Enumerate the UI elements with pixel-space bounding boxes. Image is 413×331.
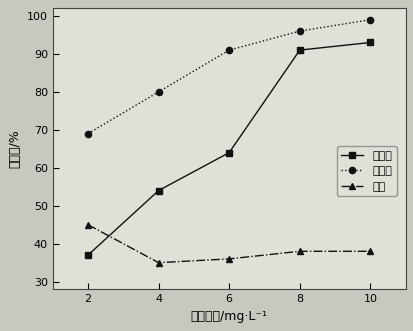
磁铁矿 — [297, 48, 301, 52]
Line: 石英: 石英 — [85, 221, 373, 266]
石英 — [156, 261, 161, 265]
磁铁矿 — [226, 151, 231, 155]
赤铁矿 — [226, 48, 231, 52]
石英 — [226, 257, 231, 261]
Y-axis label: 回收率/%: 回收率/% — [8, 129, 21, 168]
赤铁矿 — [156, 90, 161, 94]
石英 — [297, 249, 301, 253]
石英 — [85, 223, 90, 227]
Line: 赤铁矿: 赤铁矿 — [85, 17, 373, 137]
赤铁矿 — [297, 29, 301, 33]
Line: 磁铁矿: 磁铁矿 — [85, 39, 373, 258]
赤铁矿 — [85, 132, 90, 136]
赤铁矿 — [367, 18, 372, 22]
磁铁矿 — [156, 189, 161, 193]
磁铁矿 — [367, 40, 372, 44]
石英 — [367, 249, 372, 253]
Legend: 磁铁矿, 赤铁矿, 石英: 磁铁矿, 赤铁矿, 石英 — [336, 146, 396, 196]
磁铁矿 — [85, 253, 90, 257]
X-axis label: 淀粉用量/mg·L⁻¹: 淀粉用量/mg·L⁻¹ — [190, 310, 267, 323]
